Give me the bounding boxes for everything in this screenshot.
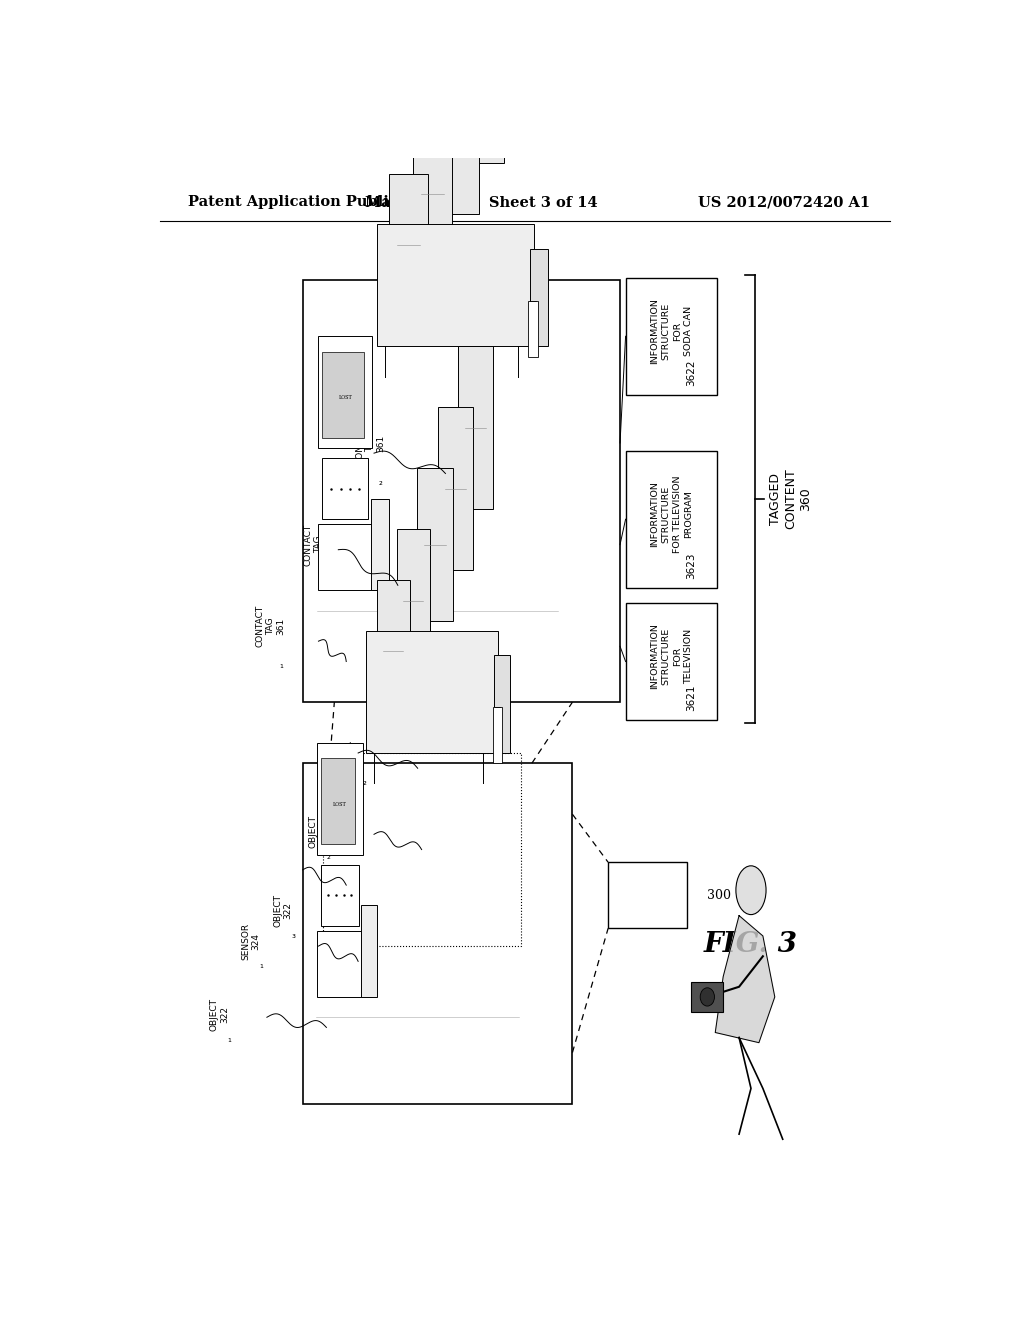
Bar bbox=[316, 931, 372, 997]
Text: 3623: 3623 bbox=[686, 552, 696, 578]
Bar bbox=[437, 408, 473, 570]
Text: Patent Application Publication: Patent Application Publication bbox=[187, 195, 439, 209]
Text: ₁: ₁ bbox=[227, 1034, 231, 1044]
Bar bbox=[626, 277, 717, 395]
Bar bbox=[691, 982, 723, 1012]
Bar bbox=[437, 62, 479, 214]
Text: OBJECT
322: OBJECT 322 bbox=[210, 998, 229, 1031]
Bar bbox=[321, 758, 354, 845]
Polygon shape bbox=[715, 916, 775, 1043]
Bar bbox=[303, 763, 572, 1104]
Text: OBJECT
322: OBJECT 322 bbox=[273, 894, 293, 927]
Bar bbox=[318, 337, 373, 447]
Text: CONTACT
TAG
361: CONTACT TAG 361 bbox=[303, 524, 334, 566]
Ellipse shape bbox=[700, 987, 715, 1006]
Bar bbox=[361, 906, 377, 997]
Text: ₃: ₃ bbox=[291, 929, 295, 940]
Bar bbox=[608, 862, 687, 928]
Ellipse shape bbox=[736, 866, 766, 915]
Bar bbox=[527, 301, 539, 356]
Text: 3621: 3621 bbox=[686, 684, 696, 711]
Text: ₁: ₁ bbox=[280, 660, 283, 669]
Text: ₁: ₁ bbox=[259, 961, 263, 970]
Bar bbox=[462, 1, 504, 164]
Bar bbox=[367, 631, 499, 752]
Text: OBJECT
322: OBJECT 322 bbox=[309, 814, 328, 847]
Text: TAGGED
CONTENT
360: TAGGED CONTENT 360 bbox=[769, 469, 812, 529]
Bar bbox=[321, 865, 358, 925]
Bar bbox=[371, 499, 389, 590]
Bar bbox=[417, 469, 453, 620]
Text: CAMERA
310: CAMERA 310 bbox=[625, 884, 672, 906]
Bar bbox=[389, 174, 428, 315]
Text: LOST: LOST bbox=[333, 801, 346, 807]
Bar bbox=[495, 656, 510, 752]
Text: LOST: LOST bbox=[338, 395, 352, 400]
Text: CONTACT
TAG
361: CONTACT TAG 361 bbox=[256, 605, 286, 647]
Bar bbox=[485, 0, 527, 103]
Text: INFORMATION
STRUCTURE
FOR
SODA CAN: INFORMATION STRUCTURE FOR SODA CAN bbox=[650, 298, 693, 364]
Text: ₂: ₂ bbox=[362, 777, 367, 788]
Bar bbox=[322, 458, 369, 519]
Bar bbox=[316, 743, 362, 854]
Text: INFORMATION
STRUCTURE
FOR
TELEVISION: INFORMATION STRUCTURE FOR TELEVISION bbox=[650, 623, 693, 689]
Bar bbox=[413, 123, 453, 265]
Text: ₂: ₂ bbox=[379, 477, 382, 487]
Text: ₃: ₃ bbox=[327, 578, 331, 589]
Text: SENSOR
324: SENSOR 324 bbox=[344, 739, 364, 776]
Bar bbox=[458, 346, 494, 510]
Bar bbox=[318, 524, 383, 590]
Bar bbox=[626, 603, 717, 719]
Text: SENSOR
324: SENSOR 324 bbox=[242, 923, 261, 960]
Text: 300: 300 bbox=[708, 888, 731, 902]
Text: FIG. 3: FIG. 3 bbox=[703, 931, 798, 957]
Text: Mar. 22, 2012  Sheet 3 of 14: Mar. 22, 2012 Sheet 3 of 14 bbox=[365, 195, 597, 209]
Bar bbox=[324, 752, 521, 946]
Bar bbox=[494, 708, 502, 763]
Bar bbox=[397, 529, 430, 672]
Text: US 2012/0072420 A1: US 2012/0072420 A1 bbox=[698, 195, 870, 209]
Bar bbox=[322, 351, 365, 438]
Text: INFORMATION
STRUCTURE
FOR TELEVISION
PROGRAM: INFORMATION STRUCTURE FOR TELEVISION PRO… bbox=[650, 475, 693, 553]
Bar bbox=[303, 280, 621, 702]
Bar bbox=[529, 249, 548, 346]
Bar bbox=[626, 450, 717, 587]
Text: 3622: 3622 bbox=[686, 359, 696, 385]
Text: CONTACT
TAG
361: CONTACT TAG 361 bbox=[355, 422, 385, 465]
Bar bbox=[377, 224, 534, 346]
Text: ₂: ₂ bbox=[327, 850, 331, 861]
Bar bbox=[377, 581, 410, 722]
